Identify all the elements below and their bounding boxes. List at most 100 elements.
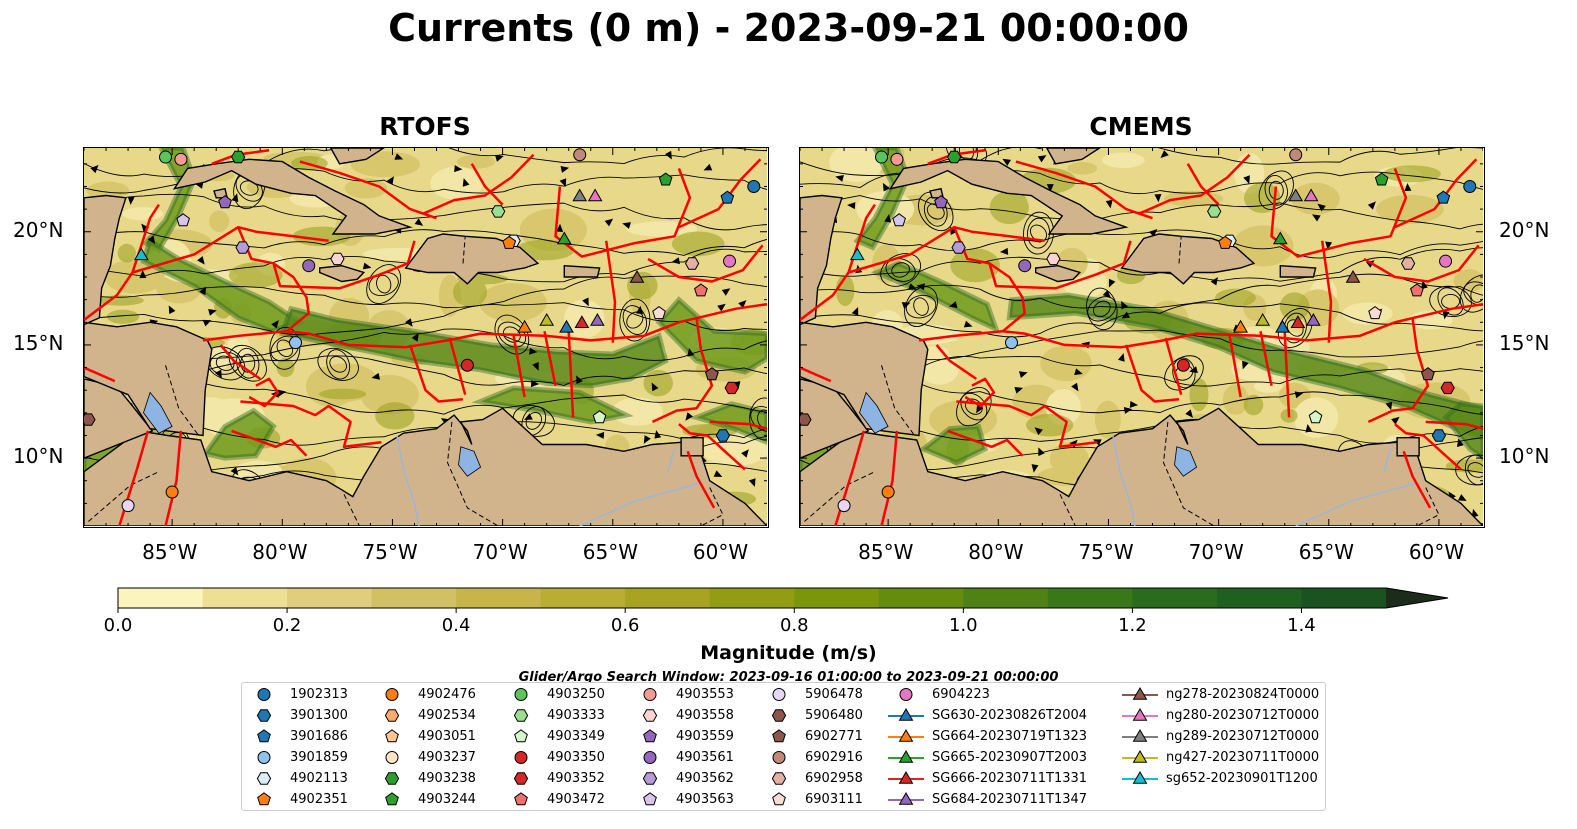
colorbar-segment bbox=[456, 588, 542, 608]
country-border bbox=[1162, 421, 1215, 526]
legend-item: 4903562 bbox=[630, 768, 734, 789]
river bbox=[1295, 482, 1418, 526]
legend-symbol bbox=[385, 751, 399, 764]
legend-symbol bbox=[643, 751, 657, 764]
legend-symbol bbox=[642, 709, 658, 722]
marker-3901686 bbox=[1436, 190, 1451, 204]
legend-symbol bbox=[385, 729, 399, 743]
colorbar-tick-label: 1.2 bbox=[1118, 615, 1147, 636]
marker-4903558 bbox=[330, 252, 345, 266]
legend-symbol bbox=[514, 729, 528, 743]
marker-1902313 bbox=[747, 179, 761, 193]
marker-4903352 bbox=[724, 381, 739, 395]
marker-4903333 bbox=[491, 205, 506, 218]
marker-SG664-20230719T1323 bbox=[517, 319, 532, 333]
legend-pentagon-marker bbox=[514, 792, 528, 806]
puerto-rico-land bbox=[563, 264, 601, 278]
colorbar-segment bbox=[794, 588, 880, 608]
legend-label: 4903333 bbox=[547, 708, 605, 723]
legend-symbol bbox=[514, 688, 528, 701]
marker-ng427-20230711T0000 bbox=[1255, 312, 1271, 326]
puerto-rico-land bbox=[1279, 264, 1317, 278]
legend-hexagon-marker bbox=[384, 772, 400, 785]
colorbar-segment bbox=[625, 588, 711, 608]
marker-6902771 bbox=[705, 367, 719, 381]
colorbar-segment bbox=[878, 588, 964, 608]
legend-label: 5906480 bbox=[805, 708, 863, 723]
legend-label: 4903553 bbox=[676, 687, 734, 702]
legend-circle-marker bbox=[385, 688, 399, 701]
colorbar-tick-label: 0.0 bbox=[103, 615, 133, 636]
legend-item: 4903352 bbox=[501, 768, 605, 789]
country-border bbox=[1178, 236, 1182, 264]
lon-label-left-5: 60°W bbox=[692, 540, 749, 564]
legend-item: ng280-20230712T0000 bbox=[1120, 705, 1319, 726]
country-border bbox=[343, 494, 360, 526]
lon-label-right-2: 75°W bbox=[1078, 540, 1134, 564]
legend-item: 4902351 bbox=[244, 789, 348, 810]
legend-label: 4903352 bbox=[547, 771, 605, 786]
legend-pentagon-marker bbox=[385, 792, 399, 806]
marker-6902916 bbox=[1289, 148, 1303, 162]
colorbar-segment bbox=[1301, 588, 1387, 608]
legend-circle-marker bbox=[899, 688, 913, 701]
colorbar bbox=[117, 587, 1449, 613]
legend-hexagon-marker bbox=[771, 709, 787, 722]
legend-hexagon-marker bbox=[771, 772, 787, 785]
legend-label: 4903562 bbox=[676, 771, 734, 786]
legend-triangle-marker bbox=[1132, 708, 1148, 721]
legend-label: 4902476 bbox=[418, 687, 476, 702]
legend-pentagon-marker bbox=[643, 729, 657, 743]
colorbar-segment bbox=[202, 588, 288, 608]
cuba-land bbox=[172, 158, 413, 235]
marker-4903349 bbox=[1308, 410, 1323, 424]
lat-label-left-0: 20°N bbox=[13, 217, 64, 242]
colorbar-extend-arrow bbox=[1386, 588, 1448, 608]
lon-label-right-4: 65°W bbox=[1298, 540, 1354, 564]
marker-6902958 bbox=[1400, 257, 1416, 270]
marker-4903238 bbox=[231, 150, 246, 164]
legend-pentagon-marker bbox=[772, 792, 786, 806]
legend-item: 6902958 bbox=[759, 768, 863, 789]
legend-label: SG665-20230907T2003 bbox=[932, 750, 1088, 765]
lat-label-right-1: 15°N bbox=[1499, 330, 1550, 355]
marker-6902958 bbox=[684, 257, 700, 270]
marker-3901686 bbox=[720, 190, 735, 204]
legend-symbol bbox=[643, 729, 657, 743]
legend-symbol bbox=[385, 688, 399, 701]
marker-4903553 bbox=[890, 152, 904, 166]
legend-label: SG684-20230711T1347 bbox=[932, 792, 1088, 807]
legend-triangle-marker bbox=[898, 750, 914, 763]
marker-4902351 bbox=[502, 235, 517, 249]
legend-label: 4903051 bbox=[418, 729, 476, 744]
legend-symbol bbox=[257, 751, 271, 764]
marker-4903244 bbox=[658, 172, 673, 186]
lake bbox=[458, 446, 482, 477]
country-border bbox=[881, 365, 916, 436]
marker-6903111 bbox=[652, 305, 666, 320]
marker-SG684-20230711T1347 bbox=[1306, 312, 1321, 326]
eez-boundaries bbox=[800, 149, 1483, 526]
marker-3901859 bbox=[289, 336, 303, 350]
legend-label: 6902916 bbox=[805, 750, 863, 765]
legend-item: SG665-20230907T2003 bbox=[886, 747, 1087, 768]
marker-4902351 bbox=[1218, 235, 1233, 249]
legend-circle-marker bbox=[514, 688, 528, 701]
panel-title-right: CMEMS bbox=[1089, 112, 1193, 141]
legend-triangle-marker bbox=[898, 792, 914, 805]
legend-label: 6904223 bbox=[932, 687, 990, 702]
legend-label: 4903472 bbox=[547, 792, 605, 807]
legend-symbol bbox=[514, 751, 528, 764]
bahamas-land bbox=[329, 148, 385, 165]
map-right-svg bbox=[800, 148, 1483, 526]
legend-hexagon-marker bbox=[384, 709, 400, 722]
legend-label: 6902771 bbox=[805, 729, 863, 744]
legend-symbol bbox=[1122, 750, 1158, 763]
legend-item: 4903559 bbox=[630, 726, 734, 747]
marker-4903559 bbox=[218, 195, 232, 209]
marker-ng278-20230824T0000 bbox=[1345, 269, 1361, 283]
legend-item: 4903350 bbox=[501, 747, 605, 768]
marker-SG630-20230826T2004 bbox=[559, 319, 574, 333]
colorbar-tick-label: 0.6 bbox=[610, 615, 640, 636]
marker-5906478 bbox=[837, 499, 851, 513]
